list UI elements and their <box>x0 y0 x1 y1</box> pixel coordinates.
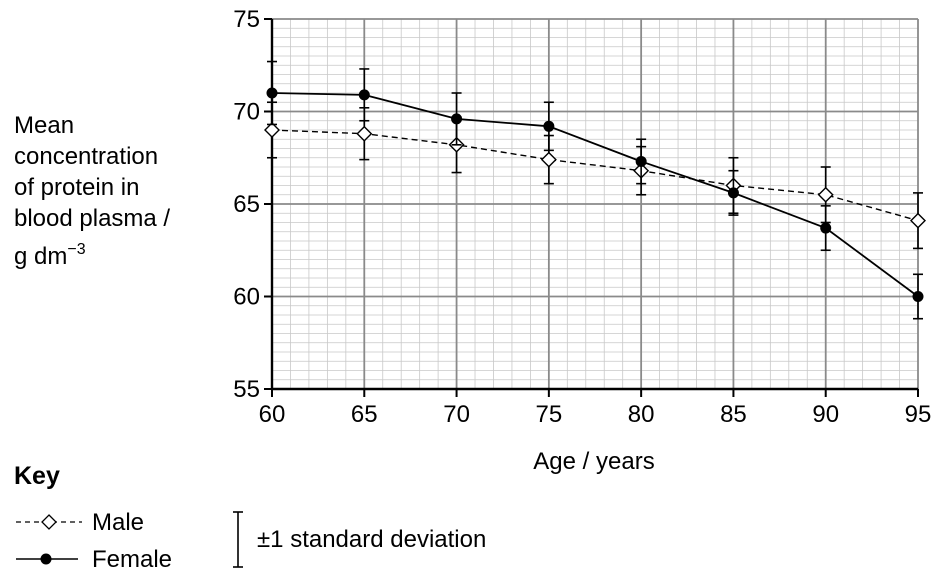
x-tick-label: 70 <box>443 401 470 428</box>
data-point-male <box>817 186 834 203</box>
series-line-male <box>271 129 919 222</box>
key-title: Key <box>14 462 60 490</box>
y-axis-unit-exponent: −3 <box>67 241 86 258</box>
data-point-female <box>727 187 739 199</box>
y-axis-label-line: Mean <box>14 112 75 139</box>
x-tick-label: 75 <box>536 401 563 428</box>
x-tick-label: 85 <box>720 401 747 428</box>
key-male-glyph <box>16 514 82 530</box>
data-point-male <box>356 125 373 142</box>
data-point-male <box>540 151 557 168</box>
axis-ticks <box>264 18 919 397</box>
key-female-label: Female <box>92 546 172 571</box>
x-axis-label: Age / years <box>533 448 654 475</box>
data-point-female <box>266 87 278 99</box>
series-layer <box>264 60 926 320</box>
y-axis-label: Mean concentration of protein in blood p… <box>14 110 214 272</box>
y-tick-label: 75 <box>233 6 260 33</box>
data-point-female <box>543 120 555 132</box>
x-tick-label: 80 <box>628 401 655 428</box>
y-axis-label-unit: g dm−3 <box>14 234 214 272</box>
data-point-female <box>912 291 924 302</box>
y-tick-label: 55 <box>233 376 260 403</box>
key-male-label: Male <box>92 509 144 536</box>
y-tick-label: 60 <box>233 284 260 311</box>
y-axis-label-line: of protein in <box>14 174 140 201</box>
data-point-male <box>264 122 280 138</box>
y-axis-label-line: concentration <box>14 143 159 170</box>
data-point-male <box>910 212 926 229</box>
key-sd-glyph <box>233 511 243 568</box>
y-axis-label-line: blood plasma / <box>14 205 171 232</box>
key-sd-label: ±1 standard deviation <box>257 526 486 553</box>
data-point-female <box>820 222 832 234</box>
y-tick-label: 70 <box>233 99 260 126</box>
key-female-glyph <box>16 553 78 565</box>
x-tick-label: 95 <box>905 401 932 428</box>
x-tick-label: 60 <box>259 401 286 428</box>
x-tick-label: 90 <box>812 401 839 428</box>
y-axis-unit: g dm <box>14 243 68 270</box>
data-point-female <box>635 155 647 167</box>
series-line-female <box>271 92 919 298</box>
y-tick-label: 65 <box>233 191 260 218</box>
x-tick-label: 65 <box>351 401 378 428</box>
data-point-female <box>451 113 463 125</box>
data-point-female <box>358 89 370 101</box>
key: Key <box>14 462 60 491</box>
